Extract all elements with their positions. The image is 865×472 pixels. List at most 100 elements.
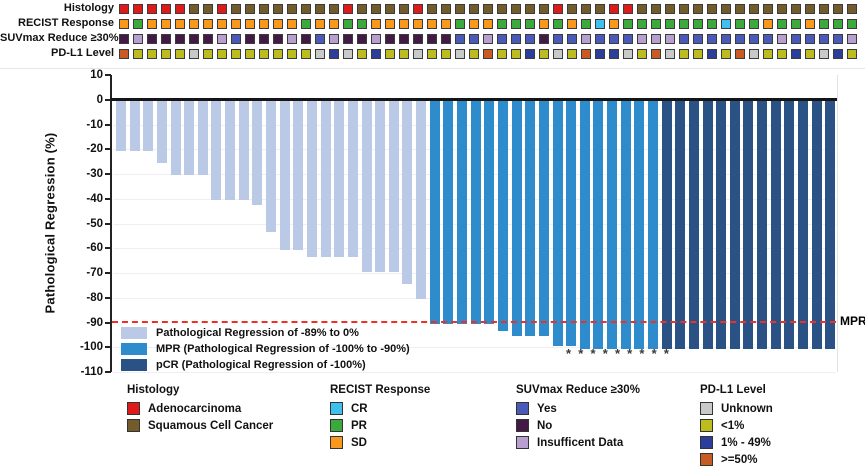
track-square [259,3,269,14]
track-square [189,3,199,14]
track-square [665,3,675,14]
track-square [259,48,269,59]
y-tick-mark [105,371,111,373]
y-tick-label: -80 [86,291,103,304]
track-square [497,3,507,14]
track-square [315,48,325,59]
track-square [623,48,633,59]
track-square [231,48,241,59]
track-square [231,3,241,14]
track-square [553,33,563,44]
track-square [259,33,269,44]
bar [770,101,781,349]
tracks-divider-line [0,68,865,69]
track-square [427,48,437,59]
track-square [525,18,535,29]
track-square [287,33,297,44]
track-square [427,18,437,29]
y-tick-label: 0 [96,93,103,106]
track-square [329,33,339,44]
track-square [581,3,591,14]
legend-item-swatch [330,402,343,415]
asterisk: * [663,346,669,361]
track-square [343,33,353,44]
bars-container [116,101,836,349]
legend-swatch [121,343,147,355]
track-square [791,18,801,29]
bar [607,101,618,349]
track-square [161,18,171,29]
track-square [287,3,297,14]
legend-item-swatch [516,436,529,449]
legend-group-recist-response: RECIST Response CR PR SD [330,384,430,451]
track-square [399,18,409,29]
track-square [525,33,535,44]
track-square [399,33,409,44]
track-square [749,48,759,59]
bar [716,101,727,349]
track-square [805,3,815,14]
track-square [763,48,773,59]
asterisk: * [627,346,633,361]
track-square [329,3,339,14]
bar [334,101,345,257]
track-square [301,33,311,44]
track-square [791,48,801,59]
track-square [833,18,843,29]
legend-row: pCR (Pathological Regression of -100%) [121,357,410,373]
mpr-threshold-label: MPR [840,314,865,328]
bar [361,101,372,272]
track-square [651,18,661,29]
track-square [161,48,171,59]
track-square [119,3,129,14]
track-square [693,48,703,59]
y-tick-mark [105,98,111,101]
track-squares-pdl1 [119,48,857,59]
track-square [147,48,157,59]
track-square [189,18,199,29]
track-square [511,33,521,44]
track-square [847,18,857,29]
bar [538,101,549,337]
track-square [245,3,255,14]
mpr-threshold-line [112,321,836,323]
track-square [301,48,311,59]
bar [825,101,836,349]
legend-group-title: Histology [127,384,180,396]
legend-item: SD [330,434,430,451]
legend-item-label: PR [351,419,367,432]
track-square [679,3,689,14]
track-square [847,33,857,44]
track-square [539,48,549,59]
y-tick-label: -30 [86,168,103,180]
track-square [609,33,619,44]
zero-baseline [110,98,838,101]
track-label-histology: Histology [63,2,114,14]
track-square [553,18,563,29]
bar [743,101,754,349]
track-square [175,3,185,14]
track-square [161,33,171,44]
legend-item-label: Unknown [721,402,773,415]
track-square [525,3,535,14]
track-square [735,3,745,14]
legend-row: Pathological Regression of -89% to 0% [121,325,410,341]
bar [525,101,536,337]
bar [729,101,740,349]
legend-item: 1% - 49% [700,434,773,451]
legend-item: <1% [700,417,773,434]
track-square [147,18,157,29]
track-square [539,18,549,29]
track-square [357,18,367,29]
track-square [847,48,857,59]
track-square [693,3,703,14]
track-square [637,48,647,59]
legend-item-swatch [700,419,713,432]
y-tick-mark [105,148,111,151]
track-square [553,3,563,14]
legend-item-swatch [700,436,713,449]
track-square [259,18,269,29]
track-square [413,3,423,14]
track-squares-recist [119,18,857,29]
